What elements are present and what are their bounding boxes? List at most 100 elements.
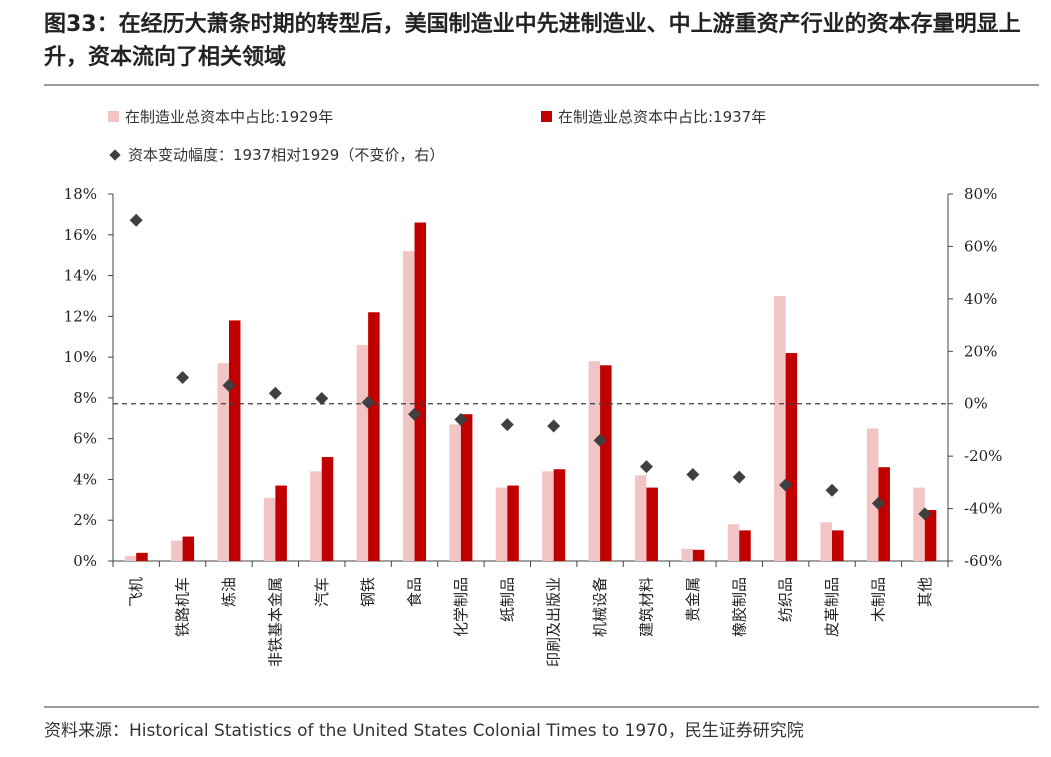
bar-1929 xyxy=(217,363,229,561)
right-tick-label: -20% xyxy=(964,447,1002,465)
right-tick-label: 80% xyxy=(964,185,997,203)
bar-1937 xyxy=(600,365,612,561)
bar-1937 xyxy=(368,312,380,561)
change-marker xyxy=(732,470,746,484)
change-marker xyxy=(454,412,468,426)
left-tick-label: 18% xyxy=(64,185,97,203)
legend-item-1937: 在制造业总资本中占比:1937年 xyxy=(541,106,766,127)
left-tick-label: 10% xyxy=(64,348,97,366)
bar-1937 xyxy=(553,469,566,561)
category-label: 纺织品 xyxy=(777,577,795,622)
category-label: 木制品 xyxy=(869,577,887,622)
right-tick-label: 60% xyxy=(964,237,997,255)
left-tick-label: 8% xyxy=(73,389,97,407)
bar-1937 xyxy=(739,530,751,561)
bar-1929 xyxy=(403,251,415,562)
category-label: 化学制品 xyxy=(452,577,470,637)
category-label: 非铁基本金属 xyxy=(266,577,284,667)
bar-1937 xyxy=(924,510,937,561)
legend-item-1929: 在制造业总资本中占比:1929年 xyxy=(108,106,333,127)
category-label: 贵金属 xyxy=(684,577,702,622)
legend-swatch-1929 xyxy=(108,111,119,122)
change-marker xyxy=(361,395,375,409)
bar-1929 xyxy=(171,540,183,561)
change-marker xyxy=(779,478,793,492)
bar-1937 xyxy=(878,467,890,561)
bar-1937 xyxy=(321,457,334,561)
change-marker xyxy=(918,507,932,521)
source-divider xyxy=(44,706,1039,708)
legend-label-change: 资本变动幅度：1937相对1929（不变价，右） xyxy=(128,146,445,164)
category-label: 炼油 xyxy=(220,577,238,607)
change-marker xyxy=(686,467,700,481)
change-marker xyxy=(825,483,839,497)
bar-1929 xyxy=(727,524,740,561)
bar-1937 xyxy=(275,485,287,561)
right-tick-label: 20% xyxy=(964,342,997,360)
left-tick-label: 12% xyxy=(64,307,97,325)
bar-1929 xyxy=(124,555,137,561)
change-marker xyxy=(268,386,282,400)
bar-1937 xyxy=(182,536,195,561)
change-marker xyxy=(129,213,143,227)
bar-1929 xyxy=(542,471,554,561)
right-tick-label: 40% xyxy=(964,290,997,308)
bar-1929 xyxy=(495,487,508,561)
change-marker xyxy=(871,496,885,510)
left-tick-label: 0% xyxy=(73,552,97,570)
legend-swatch-1937 xyxy=(541,111,552,122)
bar-1937 xyxy=(692,549,705,561)
left-tick-label: 6% xyxy=(73,430,97,448)
bar-1937 xyxy=(460,414,473,561)
category-label: 印刷及出版业 xyxy=(545,577,563,667)
category-label: 其他 xyxy=(916,577,934,607)
bar-1937 xyxy=(228,320,241,561)
left-tick-label: 14% xyxy=(64,267,97,285)
bar-1937 xyxy=(646,487,658,561)
category-label: 飞机 xyxy=(127,577,145,607)
change-marker xyxy=(547,419,561,433)
bar-1929 xyxy=(310,471,322,561)
category-label: 建筑材料 xyxy=(637,577,655,637)
bar-1937 xyxy=(414,222,427,562)
category-label: 橡胶制品 xyxy=(730,577,748,637)
change-marker xyxy=(222,378,236,392)
title-divider xyxy=(44,84,1039,86)
legend-label-1937: 在制造业总资本中占比:1937年 xyxy=(558,108,767,126)
change-marker xyxy=(639,460,653,474)
bar-1937 xyxy=(507,485,519,561)
category-label: 钢铁 xyxy=(359,577,377,607)
legend-item-change: 资本变动幅度：1937相对1929（不变价，右） xyxy=(108,144,444,165)
change-marker xyxy=(593,433,607,447)
bar-1937 xyxy=(136,552,148,561)
chart-title: 图33：在经历大萧条时期的转型后，美国制造业中先进制造业、中上游重资产行业的资本… xyxy=(44,12,1021,70)
bar-1929 xyxy=(866,428,879,561)
category-label: 食品 xyxy=(406,577,424,607)
bar-1929 xyxy=(356,344,369,561)
bar-1929 xyxy=(913,487,925,561)
change-marker xyxy=(500,418,514,432)
bar-1929 xyxy=(634,475,647,561)
bar-1929 xyxy=(588,361,601,561)
right-tick-label: 0% xyxy=(964,395,988,413)
category-label: 纸制品 xyxy=(498,577,516,622)
bar-1929 xyxy=(774,295,786,561)
category-label: 汽车 xyxy=(313,577,331,607)
legend-label-1929: 在制造业总资本中占比:1929年 xyxy=(125,108,334,126)
bar-1929 xyxy=(263,497,276,561)
bar-1937 xyxy=(785,353,798,561)
bar-1929 xyxy=(449,424,461,561)
bar-1929 xyxy=(681,548,693,561)
change-marker xyxy=(408,407,422,421)
left-tick-label: 2% xyxy=(73,511,97,529)
bar-1929 xyxy=(820,522,833,561)
source-note: 资料来源：Historical Statistics of the United… xyxy=(44,721,804,741)
bar-1937 xyxy=(832,530,844,561)
left-tick-label: 16% xyxy=(64,226,97,244)
change-marker xyxy=(176,371,190,384)
change-marker xyxy=(315,391,329,405)
right-tick-label: -40% xyxy=(964,500,1002,518)
category-label: 铁路机车 xyxy=(174,577,192,637)
category-label: 皮革制品 xyxy=(823,577,841,637)
